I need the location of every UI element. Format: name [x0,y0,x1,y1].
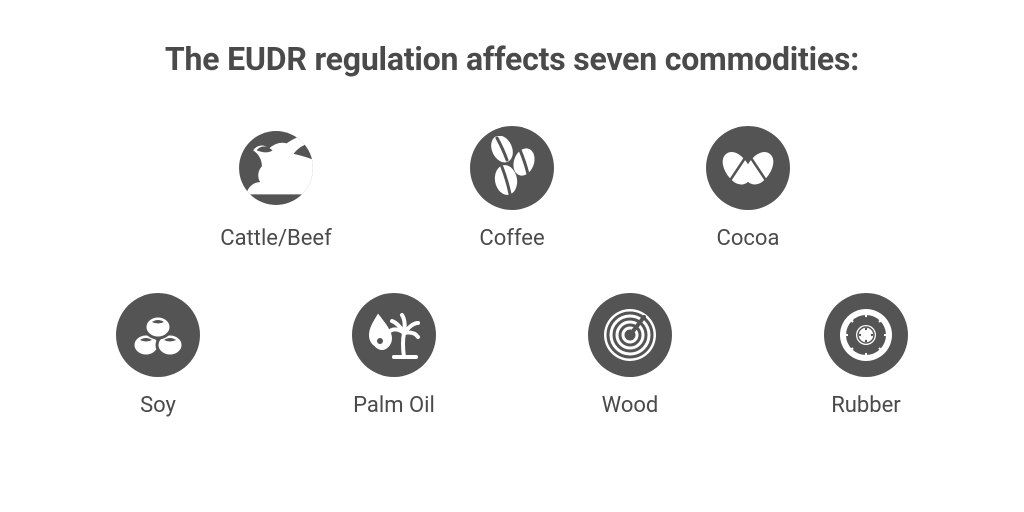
commodity-palmoil: Palm Oil [324,291,464,418]
soy-icon [114,291,202,379]
commodity-coffee: Coffee [442,124,582,251]
commodity-rubber: Rubber [796,291,936,418]
commodity-label: Palm Oil [353,393,435,418]
commodity-label: Wood [602,393,659,418]
row-bottom: Soy [88,291,936,418]
commodity-soy: Soy [88,291,228,418]
rubber-icon [822,291,910,379]
cattle-icon [232,124,320,212]
palm-icon [350,291,438,379]
cocoa-icon [704,124,792,212]
commodity-label: Soy [140,393,176,418]
commodity-wood: Wood [560,291,700,418]
commodity-label: Cocoa [717,226,780,251]
coffee-icon [468,124,556,212]
page-title: The EUDR regulation affects seven commod… [165,40,859,78]
commodity-cattle: Cattle/Beef [206,124,346,251]
commodity-label: Rubber [831,393,901,418]
row-top: Cattle/Beef [206,124,818,251]
commodity-label: Cattle/Beef [220,226,331,251]
commodity-label: Coffee [479,226,544,251]
wood-icon [586,291,674,379]
commodity-cocoa: Cocoa [678,124,818,251]
